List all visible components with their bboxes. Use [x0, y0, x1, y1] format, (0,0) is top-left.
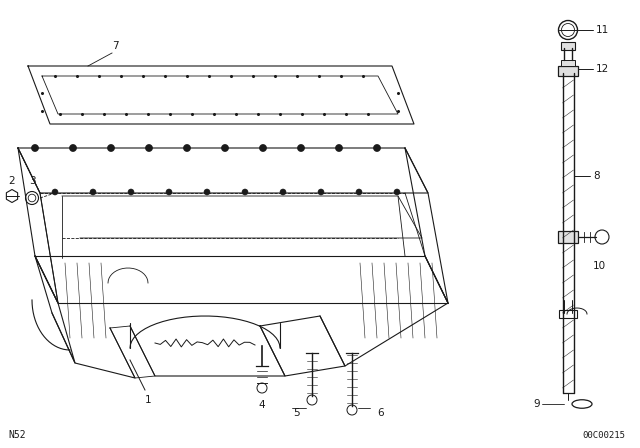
- Text: 1: 1: [145, 395, 151, 405]
- Circle shape: [394, 189, 400, 195]
- Circle shape: [356, 189, 362, 195]
- Circle shape: [145, 145, 152, 151]
- Circle shape: [318, 189, 324, 195]
- Text: 11: 11: [596, 25, 609, 35]
- Circle shape: [108, 145, 115, 151]
- Circle shape: [70, 145, 77, 151]
- Text: 9: 9: [533, 399, 540, 409]
- Circle shape: [374, 145, 381, 151]
- Circle shape: [242, 189, 248, 195]
- Bar: [558, 231, 578, 243]
- Text: 6: 6: [377, 408, 383, 418]
- Circle shape: [204, 189, 210, 195]
- Text: 7: 7: [112, 41, 118, 51]
- Circle shape: [90, 189, 96, 195]
- Circle shape: [280, 189, 286, 195]
- Bar: [558, 66, 578, 76]
- Circle shape: [221, 145, 228, 151]
- Circle shape: [31, 145, 38, 151]
- Text: 12: 12: [596, 64, 609, 74]
- Text: 10: 10: [593, 261, 606, 271]
- Circle shape: [166, 189, 172, 195]
- Bar: [561, 60, 575, 66]
- Circle shape: [298, 145, 305, 151]
- Text: 2: 2: [9, 176, 15, 186]
- Bar: [561, 42, 575, 50]
- Circle shape: [128, 189, 134, 195]
- Circle shape: [259, 145, 266, 151]
- Text: 8: 8: [593, 171, 600, 181]
- Text: 5: 5: [293, 408, 300, 418]
- Text: 3: 3: [29, 176, 35, 186]
- Circle shape: [184, 145, 191, 151]
- Text: N52: N52: [8, 430, 26, 440]
- Circle shape: [335, 145, 342, 151]
- Text: 4: 4: [259, 400, 266, 410]
- Circle shape: [52, 189, 58, 195]
- Text: 00C00215: 00C00215: [582, 431, 625, 440]
- Bar: [559, 310, 577, 318]
